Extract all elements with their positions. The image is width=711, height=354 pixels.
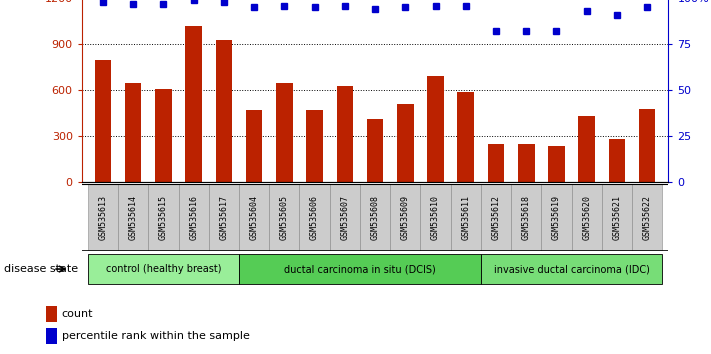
Bar (186, 26, 202, 182)
Bar (578, 116, 595, 182)
Bar (488, 144, 504, 182)
Text: GSM535618: GSM535618 (522, 195, 530, 240)
Bar (639, 109, 656, 182)
Bar (330, 184, 360, 251)
Text: percentile rank within the sample: percentile rank within the sample (62, 331, 250, 341)
Bar (367, 119, 383, 182)
Text: GSM535609: GSM535609 (401, 195, 410, 240)
Bar (360, 184, 390, 251)
Bar (481, 184, 511, 251)
Text: GSM535610: GSM535610 (431, 195, 440, 240)
Text: GSM535622: GSM535622 (643, 195, 652, 240)
Bar (88, 254, 239, 284)
Bar (390, 184, 420, 251)
Bar (541, 184, 572, 251)
Text: GSM535621: GSM535621 (612, 195, 621, 240)
Bar (632, 184, 662, 251)
Text: invasive ductal carcinoma (IDC): invasive ductal carcinoma (IDC) (493, 264, 650, 274)
Bar (46, 306, 58, 322)
Bar (602, 184, 632, 251)
Bar (95, 59, 111, 182)
Bar (246, 110, 262, 182)
Text: GSM535617: GSM535617 (220, 195, 228, 240)
Bar (269, 184, 299, 251)
Bar (451, 184, 481, 251)
Bar (155, 89, 172, 182)
Bar (215, 40, 232, 182)
Text: GSM535605: GSM535605 (280, 195, 289, 240)
Bar (46, 328, 58, 344)
Bar (276, 83, 293, 182)
Text: count: count (62, 309, 93, 320)
Text: GSM535614: GSM535614 (129, 195, 138, 240)
Bar (88, 184, 118, 251)
Bar (239, 184, 269, 251)
Bar (457, 92, 474, 182)
Text: GSM535611: GSM535611 (461, 195, 470, 240)
Bar (511, 184, 541, 251)
Bar (420, 184, 451, 251)
Bar (299, 184, 330, 251)
Text: disease state: disease state (4, 264, 77, 274)
Text: GSM535615: GSM535615 (159, 195, 168, 240)
Bar (518, 144, 535, 182)
Bar (118, 184, 149, 251)
Bar (609, 138, 625, 182)
Text: GSM535616: GSM535616 (189, 195, 198, 240)
Text: GSM535607: GSM535607 (341, 195, 349, 240)
Bar (178, 184, 209, 251)
Text: ductal carcinoma in situ (DCIS): ductal carcinoma in situ (DCIS) (284, 264, 436, 274)
Bar (125, 83, 141, 182)
Text: GSM535604: GSM535604 (250, 195, 259, 240)
Bar (209, 184, 239, 251)
Text: GSM535608: GSM535608 (370, 195, 380, 240)
Text: GSM535612: GSM535612 (491, 195, 501, 240)
Text: GSM535606: GSM535606 (310, 195, 319, 240)
Text: control (healthy breast): control (healthy breast) (106, 264, 221, 274)
Text: GSM535613: GSM535613 (98, 195, 107, 240)
Bar (397, 104, 414, 182)
Text: GSM535619: GSM535619 (552, 195, 561, 240)
Text: GSM535620: GSM535620 (582, 195, 592, 240)
Bar (336, 86, 353, 182)
Bar (548, 146, 565, 182)
Bar (239, 254, 481, 284)
Bar (306, 110, 323, 182)
Bar (149, 184, 178, 251)
Bar (481, 254, 662, 284)
Bar (572, 184, 602, 251)
Bar (427, 76, 444, 182)
